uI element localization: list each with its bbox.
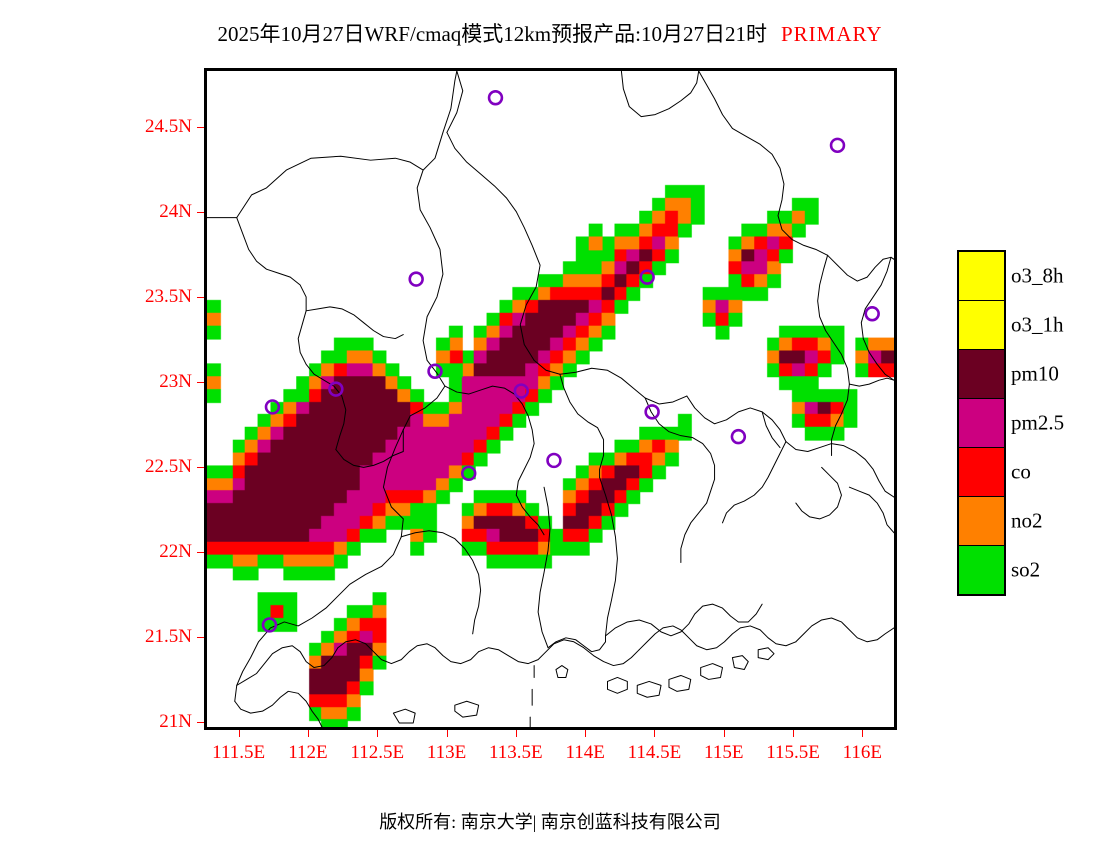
x-axis-tick [307,730,309,737]
chart-title-primary: PRIMARY [780,22,883,46]
legend-item-pm2-5[interactable]: pm2.5 [959,399,1064,448]
city-marker-icon [639,269,655,285]
x-axis-tick [793,730,795,737]
x-axis-label: 111.5E [212,742,266,763]
legend-item-no2[interactable]: no2 [959,497,1043,546]
x-axis-label: 115.5E [766,742,820,763]
y-axis-label: 24N [159,201,192,223]
y-axis-label: 22.5N [145,455,192,477]
legend-label: o3_8h [1011,263,1064,288]
y-axis-label: 21N [159,710,192,732]
y-axis-label: 21.5N [145,625,192,647]
y-axis-tick [197,551,204,553]
y-axis-tick [197,127,204,129]
province-boundary-map [207,71,894,727]
city-marker-icon [644,404,660,420]
city-marker-icon [264,399,281,415]
legend-item-so2[interactable]: so2 [959,546,1040,594]
x-axis-tick [585,730,587,737]
legend-label: so2 [1011,557,1041,582]
city-marker-icon [460,465,477,482]
city-marker-icon [730,428,747,445]
y-axis-tick [197,636,204,638]
map-plot-area[interactable] [204,68,897,730]
y-axis-label: 23N [159,371,192,393]
legend-label: co [1011,459,1031,484]
x-axis-label: 112E [288,742,328,763]
y-axis-label: 22N [159,540,192,562]
copyright-footer: 版权所有: 南京大学| 南京创蓝科技有限公司 [379,812,721,832]
x-axis-tick [862,730,864,737]
pollutant-legend[interactable]: o3_8h o3_1h pm10 pm2.5 co no2 so2 [957,250,1064,596]
x-axis-tick [723,730,725,737]
legend-item-o3-1h[interactable]: o3_1h [959,301,1064,350]
y-axis-label: 24.5N [145,116,192,138]
city-marker-icon [546,452,562,469]
y-axis-tick [197,466,204,468]
x-axis-tick [654,730,656,737]
y-axis-label: 23.5N [145,286,192,308]
pollutant-grid-heatmap [207,71,894,727]
city-marker-icon [513,383,529,399]
city-marker-icon [487,90,504,106]
x-axis-tick [377,730,379,737]
city-marker-icon [427,363,443,379]
city-marker-icon [864,306,880,322]
x-axis-label: 113E [426,742,467,763]
city-marker-layer [261,90,880,633]
x-axis-tick [446,730,448,737]
x-axis-label: 113.5E [489,742,543,763]
x-axis-label: 114E [565,742,605,763]
city-marker-icon [408,271,424,287]
x-axis-label: 116E [842,742,883,763]
x-axis-label: 114.5E [627,742,682,763]
legend-item-co[interactable]: co [959,448,1031,497]
x-axis-tick [515,730,517,737]
legend-label: pm2.5 [1011,410,1065,435]
x-axis-label: 112.5E [350,742,405,763]
legend-item-pm10[interactable]: pm10 [959,350,1059,399]
legend-item-o3-8h[interactable]: o3_8h [959,252,1064,301]
city-marker-icon [328,381,344,397]
x-axis-tick [238,730,240,737]
chart-title-main: 2025年10月27日WRF/cmaq模式12km预报产品:10月27日21时 [217,22,767,46]
y-axis-tick [197,721,204,723]
y-axis-tick [197,212,204,214]
city-marker-icon [829,137,846,154]
y-axis-tick [197,382,204,384]
x-axis-label: 115E [704,742,744,763]
legend-label: o3_1h [1011,312,1064,337]
city-marker-icon [261,617,278,633]
legend-label: no2 [1011,508,1043,533]
chart-title: 2025年10月27日WRF/cmaq模式12km预报产品:10月27日21时 P… [0,18,1100,48]
legend-label: pm10 [1011,361,1059,386]
y-axis-tick [197,297,204,299]
